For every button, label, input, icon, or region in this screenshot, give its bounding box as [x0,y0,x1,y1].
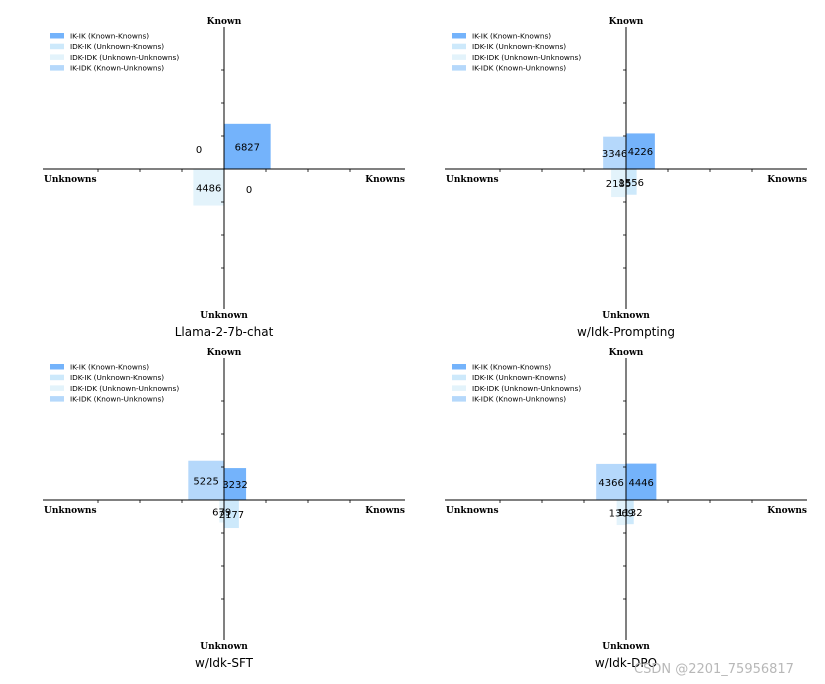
value-label-idk-idk: 1369 [609,509,634,520]
legend-entry: IK-IK (Known-Knowns) [70,363,149,372]
legend-entry: IDK-IDK (Unknown-Unknowns) [70,53,179,62]
legend-swatch [50,364,64,370]
axis-label-right: Knowns [767,175,807,185]
legend-entry: IK-IDK (Known-Unknowns) [70,64,164,73]
bar-idk-idk [219,500,224,523]
bar-ik-ik [626,463,657,500]
value-label-idk-ik: 1132 [617,508,642,519]
value-label-idk-ik: 2177 [219,510,244,521]
legend-entry: IK-IDK (Known-Unknowns) [70,395,164,404]
value-label-idk-ik: 0 [246,185,252,196]
legend-entry: IK-IK (Known-Knowns) [70,32,149,41]
legend-entry: IK-IK (Known-Knowns) [472,32,551,41]
legend-swatch [50,374,64,381]
value-label-idk-idk: 679 [212,507,231,518]
chart-panel-4: Known Unknown Unknowns Knowns 4446 4366 136911… [445,348,807,670]
bar-idk-idk [616,500,626,526]
bar-ik-idk [603,136,626,169]
axis-label-left: Unknowns [44,506,97,516]
value-label-ik-ik: 3232 [222,480,247,491]
axis-label-bottom: Unknown [602,311,650,321]
legend-swatch [50,54,64,60]
bar-idk-ik [626,500,634,525]
bar-idk-ik [626,169,637,195]
axis-label-top: Known [609,17,644,27]
value-label-idk-idk: 4486 [196,183,221,194]
bar-idk-idk [193,169,224,206]
axis-label-top: Known [207,348,242,358]
legend-entry: IDK-IK (Unknown-Knowns) [70,42,164,51]
bar-ik-idk [596,463,626,500]
value-label-ik-idk: 5225 [193,476,218,487]
axis-label-top: Known [609,348,644,358]
legend-swatch [452,396,466,402]
axis-label-right: Knowns [365,506,405,516]
legend-entry: IDK-IDK (Unknown-Unknowns) [472,53,581,62]
legend-swatch [50,396,64,402]
watermark-text: CSDN @2201_75956817 [634,662,794,677]
legend-entry: IK-IK (Known-Knowns) [472,363,551,372]
axis-label-left: Unknowns [446,506,499,516]
legend-entry: IDK-IDK (Unknown-Unknowns) [70,384,179,393]
legend-swatch [452,33,466,39]
legend-entry: IK-IDK (Known-Unknowns) [472,64,566,73]
axis-label-bottom: Unknown [200,642,248,652]
bar-idk-ik [224,500,239,529]
chart-title: Llama-2-7b-chat [175,325,274,339]
legend-swatch [452,374,466,381]
legend-entry: IK-IDK (Known-Unknowns) [472,395,566,404]
legend-swatch [50,65,64,71]
chart-title: w/Idk-DPO [595,656,657,670]
axis-label-left: Unknowns [44,175,97,185]
legend-entry: IDK-IK (Unknown-Knowns) [472,373,566,382]
value-label-ik-ik: 4446 [628,478,653,489]
axis-label-bottom: Unknown [602,642,650,652]
value-label-ik-idk: 3346 [602,149,627,160]
value-label-ik-ik: 4226 [628,147,653,158]
chart-panel-1: Known Unknown Unknowns Knowns 6827 0 4486 0 IK-I… [43,17,405,339]
axis-label-top: Known [207,17,242,27]
chart-title: w/Idk-Prompting [577,325,675,339]
value-label-ik-idk: 4366 [598,478,623,489]
bar-ik-ik [224,123,271,169]
axis-label-right: Knowns [767,506,807,516]
axis-label-bottom: Unknown [200,311,248,321]
value-label-idk-idk: 2185 [606,179,631,190]
chart-title: w/Idk-SFT [195,656,254,670]
axis-label-left: Unknowns [446,175,499,185]
value-label-ik-ik: 6827 [235,142,260,153]
legend-entry: IDK-IK (Unknown-Knowns) [70,373,164,382]
legend-swatch [452,364,466,370]
legend-swatch [452,385,466,391]
legend-swatch [50,385,64,391]
value-label-ik-idk: 0 [196,145,202,156]
bar-idk-idk [611,169,626,198]
value-label-idk-ik: 1556 [619,178,644,189]
bar-ik-ik [224,468,247,500]
legend-swatch [452,65,466,71]
axis-label-right: Knowns [365,175,405,185]
legend-swatch [50,33,64,39]
bar-ik-ik [626,133,655,169]
legend-entry: IDK-IDK (Unknown-Unknowns) [472,384,581,393]
legend-swatch [452,54,466,60]
legend-swatch [50,43,64,50]
bar-ik-idk [188,460,224,500]
legend-swatch [452,43,466,50]
legend-entry: IDK-IK (Unknown-Knowns) [472,42,566,51]
chart-panel-3: Known Unknown Unknowns Knowns 3232 5225 679217… [43,348,405,670]
